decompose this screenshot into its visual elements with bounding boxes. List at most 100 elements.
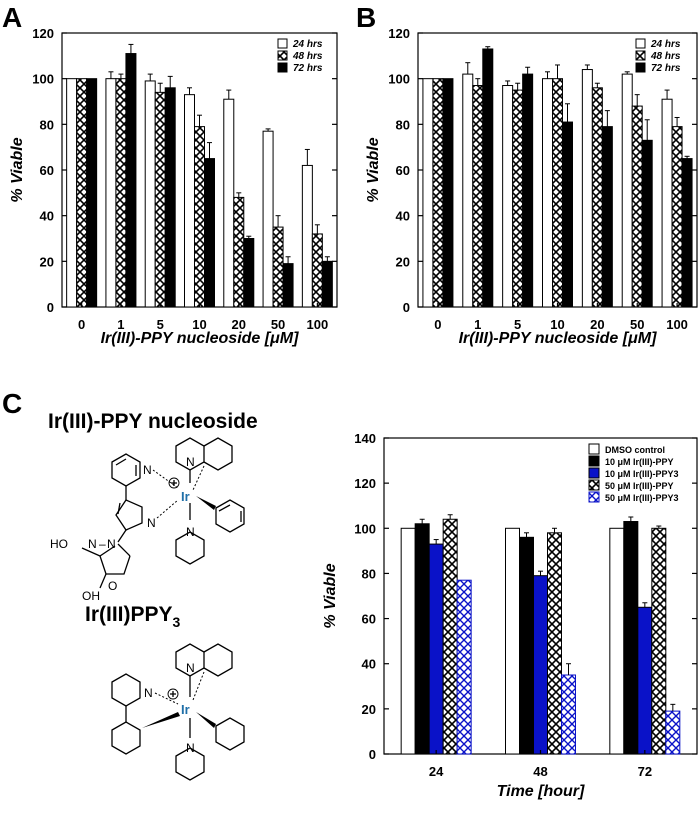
y-axis-title: % Viable <box>365 137 382 202</box>
bar <box>631 105 643 308</box>
y-tick-label: 40 <box>362 657 376 672</box>
legend-label: 72 hrs <box>293 63 323 74</box>
x-tick-label: 5 <box>514 317 521 332</box>
y-tick-label: 80 <box>362 566 376 581</box>
x-tick-label: 20 <box>590 317 604 332</box>
bar <box>204 158 215 308</box>
x-tick-label: 72 <box>638 764 652 779</box>
panel-b-letter: B <box>356 2 376 33</box>
bar <box>562 121 573 308</box>
bar <box>321 260 333 308</box>
legend-swatch <box>588 443 600 455</box>
molecule-title-nucleoside: Ir(III)-PPY nucleoside <box>48 410 258 433</box>
n-atom-2a: N <box>186 661 195 675</box>
x-tick-label: 10 <box>192 317 206 332</box>
bar <box>125 53 137 308</box>
legend-swatch <box>635 38 646 49</box>
legend-swatch <box>635 50 646 61</box>
bar <box>428 543 444 755</box>
legend-swatch <box>277 50 288 61</box>
x-axis-title: Time [hour] <box>497 783 585 800</box>
ir-atom-2: Ir <box>181 702 190 717</box>
legend-swatch <box>588 479 600 491</box>
bar <box>651 527 667 755</box>
triazole-n-label: N <box>88 537 97 551</box>
legend-swatch <box>277 38 288 49</box>
triazole-dash: – <box>99 537 106 551</box>
legend-label: 72 hrs <box>651 63 681 74</box>
y-tick-label: 120 <box>354 476 376 491</box>
bar <box>505 527 520 755</box>
y-axis-title: % Viable <box>9 137 26 202</box>
bar <box>311 233 323 308</box>
ir-atom-1: Ir <box>181 489 190 504</box>
legend-label: 24 hrs <box>650 39 681 50</box>
x-tick-label: 24 <box>429 764 444 779</box>
y-tick-label: 80 <box>396 117 410 132</box>
legend-swatch <box>588 455 600 467</box>
y-tick-label: 60 <box>362 612 376 627</box>
sugar-o-label: O <box>108 579 117 593</box>
y-tick-label: 0 <box>47 300 54 315</box>
n-atom-1b: N <box>147 516 156 530</box>
bar <box>164 87 176 308</box>
bar <box>456 579 472 755</box>
bar <box>581 69 593 308</box>
legend-label: 48 hrs <box>292 51 323 62</box>
x-tick-label: 100 <box>307 317 329 332</box>
bar <box>442 78 454 308</box>
bar <box>76 78 88 308</box>
molecule-title-ppy3: Ir(III)PPY3 <box>85 603 181 630</box>
bar <box>432 78 444 308</box>
legend-label: DMSO control <box>605 445 665 455</box>
bar <box>502 85 514 308</box>
bar <box>552 78 563 308</box>
y-tick-label: 60 <box>396 163 410 178</box>
x-tick-label: 0 <box>78 317 85 332</box>
bar <box>637 606 653 755</box>
bar <box>272 226 284 308</box>
x-tick-label: 50 <box>630 317 644 332</box>
x-tick-label: 48 <box>533 764 547 779</box>
bar <box>681 158 693 308</box>
bar <box>547 532 562 755</box>
structure-ir-ppy-nucleoside: Ir N N N N N – N O HO OH <box>50 437 245 603</box>
bar <box>623 521 639 755</box>
bar <box>194 126 205 308</box>
x-tick-label: 1 <box>117 317 124 332</box>
bar <box>472 85 484 308</box>
x-tick-label: 50 <box>271 317 285 332</box>
y-tick-label: 100 <box>354 521 376 536</box>
panel-a-letter: A <box>2 2 22 33</box>
bar <box>533 575 548 755</box>
triazole-n2-label: N <box>107 537 116 551</box>
n-atom-1d: N <box>186 525 195 539</box>
legend-label: 50 μM Ir(III)-PPY3 <box>605 493 679 503</box>
bar <box>86 78 98 308</box>
y-tick-label: 20 <box>362 702 376 717</box>
panel-c-letter: C <box>2 388 22 419</box>
y-tick-label: 100 <box>388 72 410 87</box>
molecule-title-ppy3-main: Ir(III)PPY <box>85 603 173 626</box>
bar <box>66 78 78 308</box>
bar <box>621 73 633 308</box>
bar <box>462 73 474 308</box>
legend-swatch <box>635 62 646 73</box>
molecule-title-ppy3-sub: 3 <box>173 614 181 630</box>
n-atom-1a: N <box>143 463 152 477</box>
bar <box>661 98 673 308</box>
bar <box>154 91 166 308</box>
legend-swatch <box>277 62 288 73</box>
bar <box>115 78 127 308</box>
y-tick-label: 20 <box>396 254 410 269</box>
bar <box>601 126 613 308</box>
bar <box>233 196 245 308</box>
legend-label: 24 hrs <box>292 39 323 50</box>
n-atom-2c: N <box>186 741 195 755</box>
chart-c: 0 20 40 60 80 100 120 140 24 48 72 Time [hour] % Via… <box>322 431 698 800</box>
bar <box>512 89 524 308</box>
y-tick-label: 60 <box>40 163 54 178</box>
bar <box>262 130 274 308</box>
legend-swatch <box>588 491 600 503</box>
chart-b: 0 20 40 60 80 100 120 0 1 5 10 20 50 100 Ir(III)-PPY n… <box>365 26 698 347</box>
